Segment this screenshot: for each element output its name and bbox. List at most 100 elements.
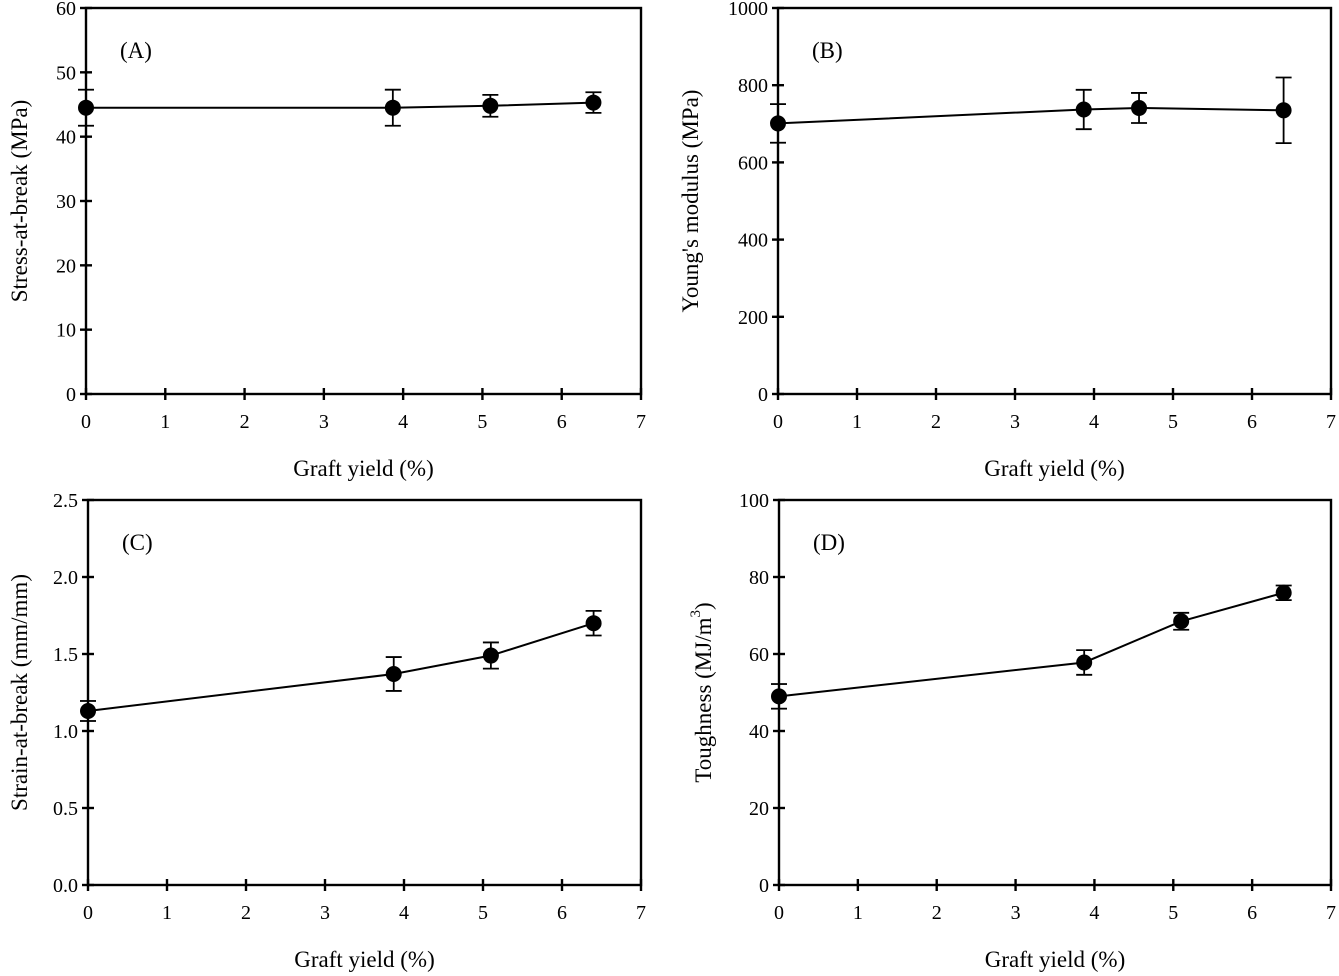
y-tick-label: 30 (56, 191, 76, 213)
data-point (771, 688, 787, 705)
y-axis-title: Young's modulus (MPa) (678, 90, 703, 313)
x-tick-label: 0 (773, 411, 783, 433)
series-line (87, 622, 594, 712)
panel-d: 0 1 2 3 4 5 6 7 0 20 40 60 80 100 (D) Graft yield (%)… (688, 490, 1336, 972)
plot-frame (776, 6, 1333, 396)
y-tick-label: 40 (56, 127, 76, 149)
x-tick-label: 6 (1247, 902, 1257, 924)
y-tick-label: 400 (738, 230, 768, 252)
y-axis-title-text: Stress-at-break (MPa) (7, 100, 32, 302)
x-tick-label: 6 (1247, 411, 1257, 433)
y-axis-title-text: Young's modulus (MPa) (678, 90, 703, 313)
series-line (86, 101, 594, 109)
x-tick-label: 2 (241, 902, 251, 924)
plot-area (80, 609, 602, 722)
plot-frame (86, 498, 643, 887)
x-tick-label: 1 (853, 902, 863, 924)
data-point (384, 99, 401, 116)
axis-ticks (773, 498, 1333, 891)
panel-label: (B) (812, 38, 843, 63)
x-tick-label: 5 (477, 411, 487, 433)
y-tick-label: 40 (749, 721, 769, 743)
y-tick-label: 0 (758, 384, 768, 406)
y-tick-label: 60 (56, 0, 76, 20)
y-tick-label: 2.5 (53, 490, 78, 512)
x-tick-label: 7 (1326, 902, 1336, 924)
data-point (1076, 654, 1093, 671)
x-tick-label: 3 (1010, 411, 1020, 433)
axis-ticks (80, 6, 643, 400)
data-point (585, 94, 602, 111)
x-tick-label: 1 (162, 902, 172, 924)
y-axis-title-suffix: ) (691, 602, 716, 610)
x-tick-label: 5 (478, 902, 488, 924)
x-tick-label: 4 (1089, 902, 1099, 924)
y-tick-label: 60 (749, 644, 769, 666)
y-tick-label: 0.0 (53, 875, 78, 897)
y-tick-label: 0 (759, 875, 769, 897)
data-point (1075, 101, 1092, 118)
y-tick-label: 600 (738, 152, 768, 174)
plot-frame (84, 6, 643, 396)
data-point (80, 702, 96, 719)
y-tick-label: 2.0 (53, 567, 78, 589)
series-line (778, 591, 1284, 698)
y-tick-label: 20 (749, 798, 769, 820)
x-tick-label: 0 (83, 902, 93, 924)
tick-labels: 0 1 2 3 4 5 6 7 0 10 20 30 40 50 60 (56, 0, 646, 433)
x-tick-label: 0 (774, 902, 784, 924)
x-tick-label: 5 (1168, 411, 1178, 433)
x-tick-label: 3 (319, 411, 329, 433)
panel-label: (C) (122, 530, 153, 555)
x-tick-label: 1 (852, 411, 862, 433)
data-point (482, 647, 499, 664)
y-tick-label: 1.0 (53, 721, 78, 743)
y-tick-label: 100 (739, 490, 769, 512)
x-tick-label: 6 (557, 902, 567, 924)
y-tick-label: 10 (56, 320, 76, 342)
x-tick-label: 2 (931, 411, 941, 433)
x-tick-label: 4 (1089, 411, 1099, 433)
panel-b: 0 1 2 3 4 5 6 7 0 200 400 600 800 1000 (B) Graft yiel… (678, 0, 1336, 481)
data-point (385, 666, 402, 683)
panel-a: 0 1 2 3 4 5 6 7 0 10 20 30 40 50 60 (A) Graft yield (%… (7, 0, 646, 481)
x-axis-title: Graft yield (%) (985, 947, 1126, 972)
data-point (482, 97, 499, 114)
y-axis-title-superscript: 3 (688, 610, 704, 618)
y-axis-title: Strain-at-break (mm/mm) (7, 574, 32, 811)
panel-label: (D) (813, 530, 845, 555)
y-tick-label: 0.5 (53, 798, 78, 820)
data-point (770, 115, 786, 132)
tick-labels: 0 1 2 3 4 5 6 7 0 20 40 60 80 100 (739, 490, 1336, 924)
x-tick-label: 4 (399, 902, 409, 924)
plot-area (78, 88, 602, 127)
panel-label: (A) (120, 38, 152, 63)
y-axis-title: Toughness (MJ/m3) (688, 602, 716, 782)
x-tick-label: 4 (398, 411, 408, 433)
axis-ticks (82, 498, 643, 891)
x-tick-label: 0 (81, 411, 91, 433)
data-point (1275, 584, 1292, 601)
x-tick-label: 2 (240, 411, 250, 433)
x-tick-label: 7 (1326, 411, 1336, 433)
plot-area (770, 76, 1292, 145)
data-point (585, 615, 602, 632)
data-point (1131, 99, 1148, 116)
y-tick-label: 200 (738, 307, 768, 329)
x-tick-label: 1 (160, 411, 170, 433)
axis-ticks (772, 6, 1333, 400)
y-axis-title: Stress-at-break (MPa) (7, 100, 32, 302)
x-tick-label: 7 (636, 902, 646, 924)
y-axis-title-text: Toughness (MJ/m (691, 617, 716, 782)
panel-c: 0 1 2 3 4 5 6 7 0.0 0.5 1.0 1.5 2.0 2.5 (C) Graft yie… (7, 490, 646, 972)
y-tick-label: 1000 (728, 0, 768, 20)
data-point (78, 99, 94, 116)
y-axis-title-text: Strain-at-break (mm/mm) (7, 574, 32, 811)
y-tick-label: 50 (56, 62, 76, 84)
x-tick-label: 3 (1011, 902, 1021, 924)
x-tick-label: 3 (320, 902, 330, 924)
y-tick-label: 80 (749, 567, 769, 589)
y-tick-label: 1.5 (53, 644, 78, 666)
plot-frame (777, 498, 1333, 887)
